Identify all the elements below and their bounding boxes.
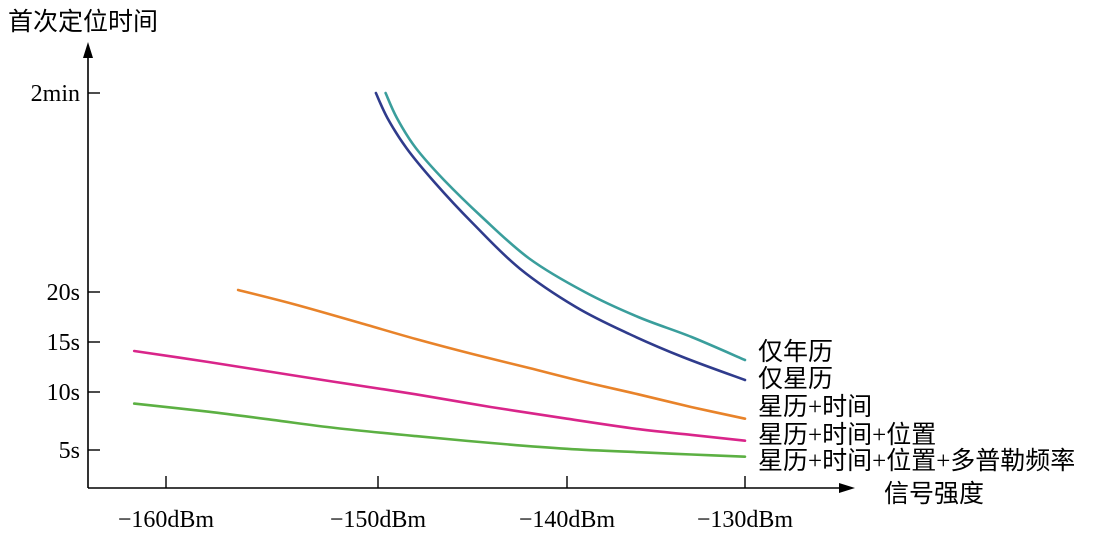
x-tick-label: −150dBm [330, 507, 427, 533]
series-line [132, 402, 747, 458]
y-ticks: 5s 10s 15s 20s 2min [31, 81, 100, 464]
series-line [384, 91, 747, 362]
y-axis-title: 首次定位时间 [8, 8, 158, 36]
series-label: 星历+时间+位置+多普勒频率 [758, 447, 1075, 475]
y-tick-label: 20s [47, 280, 80, 306]
series-line [132, 349, 747, 442]
series-label: 星历+时间 [758, 393, 872, 421]
series-curves [132, 91, 747, 458]
x-ticks: −160dBm −150dBm −140dBm −130dBm [118, 476, 794, 533]
y-tick-label: 15s [47, 330, 80, 356]
y-tick-label: 2min [31, 81, 80, 107]
y-tick-label: 10s [47, 380, 80, 406]
series-line [374, 91, 747, 382]
x-axis-arrow [839, 483, 855, 493]
series-label: 星历+时间+位置 [758, 421, 936, 449]
x-tick-label: −140dBm [519, 507, 616, 533]
series-label: 仅星历 [758, 365, 833, 393]
series-label: 仅年历 [758, 338, 833, 366]
x-tick-label: −130dBm [697, 507, 794, 533]
x-axis-title: 信号强度 [884, 480, 984, 508]
axes [83, 42, 855, 493]
x-tick-label: −160dBm [118, 507, 215, 533]
y-tick-label: 5s [59, 438, 80, 464]
y-axis-arrow [83, 42, 93, 58]
series-line [236, 288, 747, 420]
